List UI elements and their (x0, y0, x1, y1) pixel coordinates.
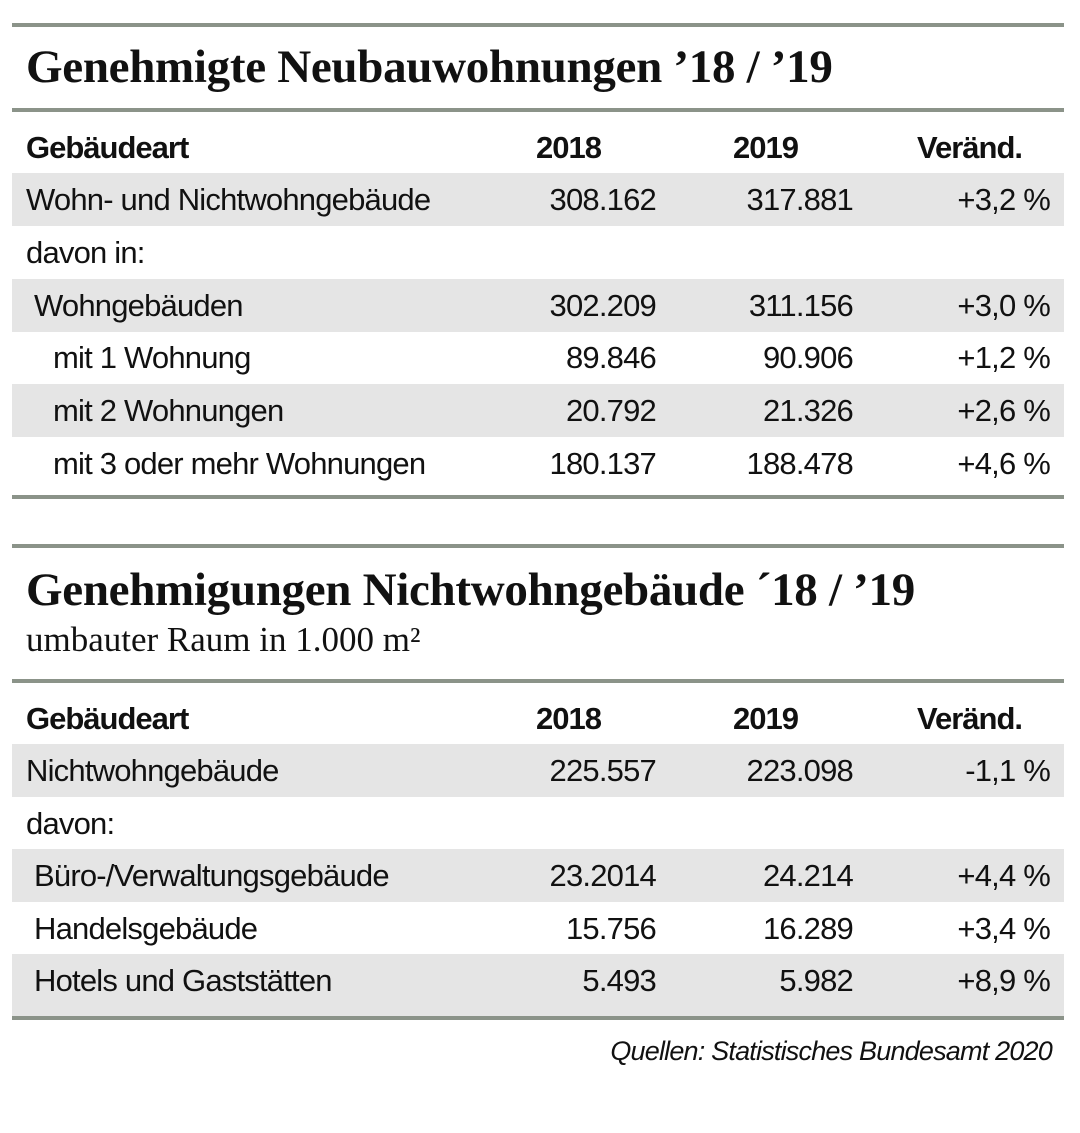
header-gebaeudeart: Gebäudeart (26, 130, 189, 165)
value-change: +8,9 % (957, 963, 1050, 998)
row-label: Hotels und Gaststätten (34, 963, 333, 998)
table-row: Wohngebäuden 302.209 311.156 +3,0 % (12, 279, 1064, 332)
table2-title: Genehmigungen Nichtwohngebäude ´18 / ’19 (26, 564, 915, 616)
table-row: Nichtwohngebäude 225.557 223.098 -1,1 % (12, 744, 1064, 797)
table-row: mit 1 Wohnung 89.846 90.906 +1,2 % (12, 331, 1064, 384)
table-row: mit 3 oder mehr Wohnungen 180.137 188.47… (12, 437, 1064, 490)
table2-title-rule (12, 679, 1064, 683)
value-2019: 5.982 (779, 963, 853, 998)
row-label: Wohn- und Nichtwohngebäude (26, 182, 431, 217)
value-2018: 180.137 (549, 446, 657, 481)
row-label: davon in: (26, 235, 145, 270)
row-label: Büro-/Verwaltungsgebäude (34, 858, 390, 893)
value-2019: 24.214 (762, 858, 854, 893)
table1-header-row: Gebäudeart 2018 2019 Veränd. (12, 121, 1064, 174)
header-change: Veränd. (917, 130, 1023, 165)
table-row: davon in: (12, 226, 1064, 279)
header-2019: 2019 (733, 701, 799, 736)
value-change: +1,2 % (957, 340, 1050, 375)
value-2019: 223.098 (746, 753, 854, 788)
table-row: davon: (12, 797, 1064, 850)
header-2018: 2018 (536, 701, 602, 736)
row-label: mit 1 Wohnung (53, 340, 251, 375)
value-2018: 20.792 (565, 393, 657, 428)
table2-subtitle: umbauter Raum in 1.000 m² (26, 620, 421, 659)
value-2019: 90.906 (762, 340, 854, 375)
value-2018: 89.846 (565, 340, 657, 375)
row-label: davon: (26, 806, 115, 841)
table-row: Handelsgebäude 15.756 16.289 +3,4 % (12, 902, 1064, 955)
value-2018: 23.2014 (549, 858, 657, 893)
table2-bottom-rule (12, 1016, 1064, 1020)
value-2019: 317.881 (746, 182, 854, 217)
row-label: mit 2 Wohnungen (53, 393, 284, 428)
table-row: Wohn- und Nichtwohngebäude 308.162 317.8… (12, 173, 1064, 226)
value-change: +3,4 % (957, 911, 1050, 946)
row-label: mit 3 oder mehr Wohnungen (53, 446, 426, 481)
value-2019: 311.156 (748, 288, 854, 323)
value-change: +4,4 % (957, 858, 1050, 893)
header-2019: 2019 (733, 130, 799, 165)
value-2018: 15.756 (565, 911, 657, 946)
top-rule (12, 23, 1064, 27)
value-2019: 188.478 (746, 446, 854, 481)
value-2018: 308.162 (549, 182, 657, 217)
header-2018: 2018 (536, 130, 602, 165)
value-2018: 225.557 (549, 753, 657, 788)
value-change: +3,0 % (957, 288, 1050, 323)
table1-title: Genehmigte Neubauwohnungen ’18 / ’19 (26, 41, 833, 93)
table2-top-rule (12, 544, 1064, 548)
value-change: +4,6 % (957, 446, 1050, 481)
value-2018: 302.209 (549, 288, 657, 323)
row-label: Wohngebäuden (34, 288, 244, 323)
value-2019: 16.289 (762, 911, 854, 946)
value-change: +3,2 % (957, 182, 1050, 217)
title-rule (12, 108, 1064, 112)
row-label: Nichtwohngebäude (26, 753, 279, 788)
row-label: Handelsgebäude (34, 911, 258, 946)
value-change: +2,6 % (957, 393, 1050, 428)
header-change: Veränd. (917, 701, 1023, 736)
value-2018: 5.493 (582, 963, 656, 998)
source-note: Quellen: Statistisches Bundesamt 2020 (610, 1036, 1052, 1066)
table2-header-row: Gebäudeart 2018 2019 Veränd. (12, 692, 1064, 745)
value-2019: 21.326 (762, 393, 854, 428)
value-change: -1,1 % (965, 753, 1051, 788)
table-row: Büro-/Verwaltungsgebäude 23.2014 24.214 … (12, 849, 1064, 902)
table1-bottom-rule (12, 495, 1064, 499)
header-gebaeudeart: Gebäudeart (26, 701, 189, 736)
table-row: Hotels und Gaststätten 5.493 5.982 +8,9 … (12, 954, 1064, 1016)
table-row: mit 2 Wohnungen 20.792 21.326 +2,6 % (12, 384, 1064, 437)
